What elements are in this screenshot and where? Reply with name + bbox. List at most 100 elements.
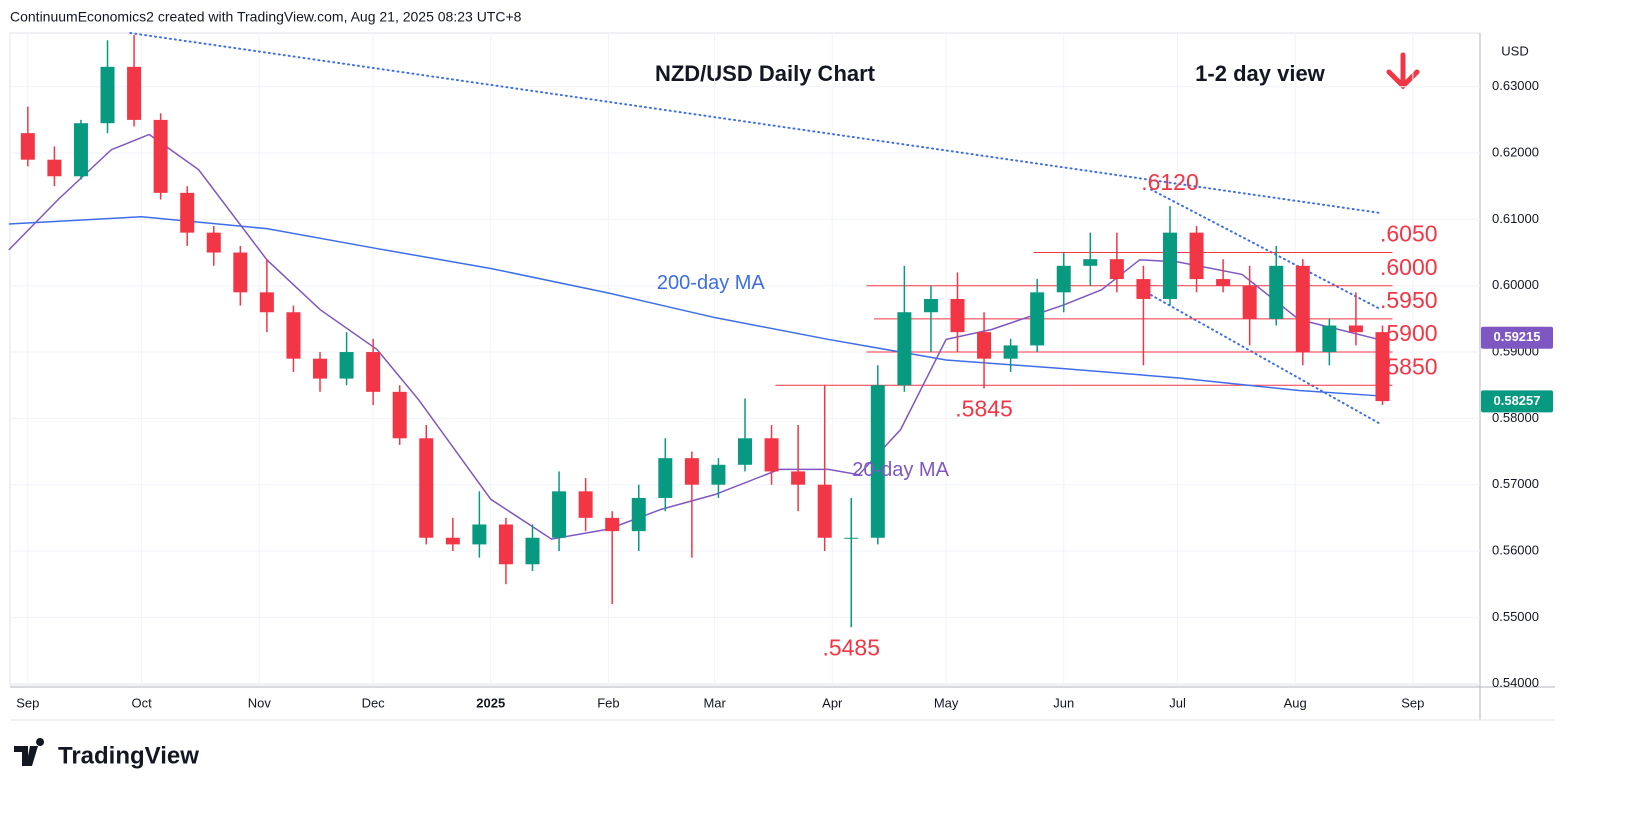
candle-body xyxy=(605,517,620,532)
y-tick-label: 0.58000 xyxy=(1492,410,1539,425)
x-tick-label: Nov xyxy=(248,695,272,710)
candle-body xyxy=(100,66,115,124)
candle-body xyxy=(498,524,513,565)
moving-average xyxy=(8,133,1379,540)
y-tick-label: 0.60000 xyxy=(1492,277,1539,292)
candle-body xyxy=(445,537,460,545)
candle-body xyxy=(1242,285,1257,319)
x-tick-label: May xyxy=(934,695,959,710)
x-tick-label: Jul xyxy=(1169,695,1186,710)
candle-body xyxy=(259,292,274,313)
candle-body xyxy=(1056,265,1071,293)
x-tick-label: Sep xyxy=(1401,695,1424,710)
candle-body xyxy=(897,312,912,386)
candle-body xyxy=(711,464,726,485)
trendline xyxy=(129,32,1380,214)
candle-body xyxy=(552,491,567,538)
candle-body xyxy=(1322,325,1337,353)
annotation: .5845 xyxy=(955,396,1013,422)
y-tick-label: 0.57000 xyxy=(1492,476,1539,491)
x-tick-label: Jun xyxy=(1053,695,1074,710)
y-tick-label: 0.54000 xyxy=(1492,675,1539,690)
candle-body xyxy=(791,471,806,485)
candle-body xyxy=(1348,325,1363,333)
y-tick-label: 0.61000 xyxy=(1492,211,1539,226)
annotation: .5485 xyxy=(822,634,880,660)
x-tick-label: Apr xyxy=(822,695,843,710)
x-tick-label: 2025 xyxy=(476,695,505,710)
x-tick-label: Oct xyxy=(132,695,153,710)
plot-frame xyxy=(9,32,1481,686)
y-tick-label: 0.63000 xyxy=(1492,78,1539,93)
x-tick-label: Aug xyxy=(1284,695,1307,710)
candle-body xyxy=(233,252,248,293)
price-tag xyxy=(1481,326,1553,349)
y-tick-label: 0.55000 xyxy=(1492,609,1539,624)
candle-body xyxy=(392,391,407,439)
candle-body xyxy=(1375,332,1390,402)
candle-body xyxy=(923,298,938,313)
candle-body xyxy=(844,537,859,539)
candle-body xyxy=(738,438,752,465)
candle-body xyxy=(1162,232,1177,299)
level-label: .6050 xyxy=(1380,221,1438,247)
candle-body xyxy=(472,524,487,545)
candle-body xyxy=(631,497,646,532)
candle-body xyxy=(286,312,301,359)
chart-title: NZD/USD Daily Chart xyxy=(655,61,876,86)
candle-body xyxy=(73,123,88,177)
candle-body xyxy=(206,232,221,253)
header: ContinuumEconomics2 created with Trading… xyxy=(10,9,522,25)
candle-body xyxy=(153,119,168,193)
candle-body xyxy=(658,458,673,498)
logo: TradingView xyxy=(14,738,199,769)
y-axis-unit: USD xyxy=(1501,43,1528,58)
candle-body xyxy=(1083,259,1098,266)
candle-body xyxy=(419,438,434,538)
candle-body xyxy=(525,537,540,565)
candle-body xyxy=(1003,345,1018,359)
x-tick-label: Feb xyxy=(597,695,619,710)
price-tag-label: 0.58257 xyxy=(1494,393,1541,408)
candle-body xyxy=(817,484,832,538)
level-label: .5950 xyxy=(1380,287,1438,313)
candle-body xyxy=(339,352,354,379)
candle-body xyxy=(47,159,62,177)
moving-average xyxy=(8,215,1379,397)
candle-body xyxy=(870,385,885,538)
candle-body xyxy=(366,352,381,392)
ma-label: 200-day MA xyxy=(657,272,765,294)
candle-body xyxy=(1109,259,1124,280)
candle-body xyxy=(1030,292,1045,346)
ma-label: 20-day MA xyxy=(852,459,949,481)
candle-body xyxy=(764,438,779,472)
trendline xyxy=(1150,293,1380,425)
candle-body xyxy=(127,66,142,120)
candle-body xyxy=(950,298,965,333)
logo-text: TradingView xyxy=(58,742,199,769)
annotation: .6120 xyxy=(1141,169,1199,195)
level-label: .5850 xyxy=(1380,353,1438,379)
x-tick-label: Sep xyxy=(16,695,39,710)
candle-body xyxy=(684,458,699,485)
chart-subtitle: 1-2 day view xyxy=(1195,61,1326,86)
candle-body xyxy=(1216,279,1231,286)
candle-body xyxy=(1269,265,1284,319)
down-arrow xyxy=(1386,52,1420,90)
candle-body xyxy=(578,491,593,518)
candle-body xyxy=(180,192,195,233)
level-label: .5900 xyxy=(1380,320,1438,346)
candle-body xyxy=(1189,232,1204,280)
candle-body xyxy=(1295,265,1310,353)
x-tick-label: Mar xyxy=(703,695,726,710)
y-tick-label: 0.56000 xyxy=(1492,542,1539,557)
x-tick-label: Dec xyxy=(362,695,386,710)
candle-body xyxy=(977,332,992,359)
candle-body xyxy=(313,358,328,379)
price-tag-label: 0.59215 xyxy=(1494,329,1541,344)
level-label: .6000 xyxy=(1380,254,1438,280)
candle-body xyxy=(20,133,35,160)
y-tick-label: 0.62000 xyxy=(1492,144,1539,159)
